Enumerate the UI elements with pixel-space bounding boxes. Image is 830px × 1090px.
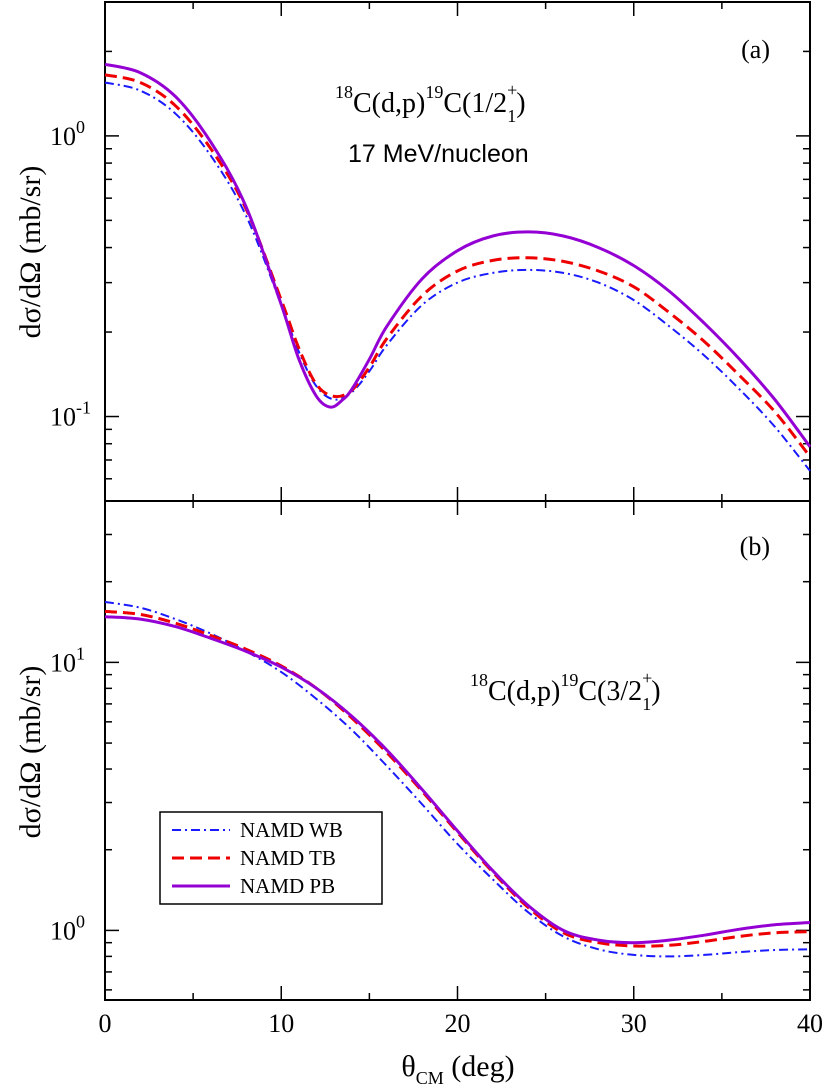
- x-axis-title: θCM (deg): [401, 1050, 514, 1088]
- panel-b-series-namd-tb: [104, 609, 811, 948]
- x-tick-label-0: 0: [99, 1009, 112, 1038]
- legend: NAMD WB NAMD TB NAMD PB: [159, 811, 383, 905]
- panel-a-series-namd-wb: [104, 81, 811, 472]
- panel-b-reaction-label: 18C(d,p)19C(3/2+ 1): [470, 668, 661, 714]
- legend-label-tb: NAMD TB: [240, 846, 336, 870]
- panel-a-y-tick-label-0: 10-1: [50, 398, 91, 432]
- panel-b-series-namd-pb: [104, 615, 811, 945]
- panel-a-energy-label: 17 MeV/nucleon: [348, 140, 529, 168]
- x-tick-label-10: 10: [268, 1009, 294, 1038]
- panel-a-y-tick-label-1: 100: [50, 117, 85, 151]
- x-tick-label-30: 30: [621, 1009, 647, 1038]
- panel-b-y-axis-title: dσ/dΩ (mb/sr): [14, 666, 47, 839]
- x-tick-label-20: 20: [445, 1009, 471, 1038]
- panel-b-tag: (b): [740, 532, 770, 561]
- x-tick-label-40: 40: [797, 1009, 823, 1038]
- panel-a-tag: (a): [741, 35, 770, 64]
- panel-a-series-namd-tb: [104, 73, 812, 458]
- panel-a-series-namd-pb: [104, 62, 812, 448]
- panel-a-reaction-label: 18C(d,p)19C(1/2+ 1): [335, 80, 526, 126]
- panel-b-y-tick-label-0: 100: [50, 911, 85, 945]
- legend-label-pb: NAMD PB: [240, 874, 335, 898]
- panel-b-frame: [104, 500, 811, 1001]
- panel-b-y-tick-label-1: 101: [50, 643, 85, 677]
- panel-a-y-axis-title: dσ/dΩ (mb/sr): [14, 166, 47, 339]
- legend-label-wb: NAMD WB: [240, 818, 343, 842]
